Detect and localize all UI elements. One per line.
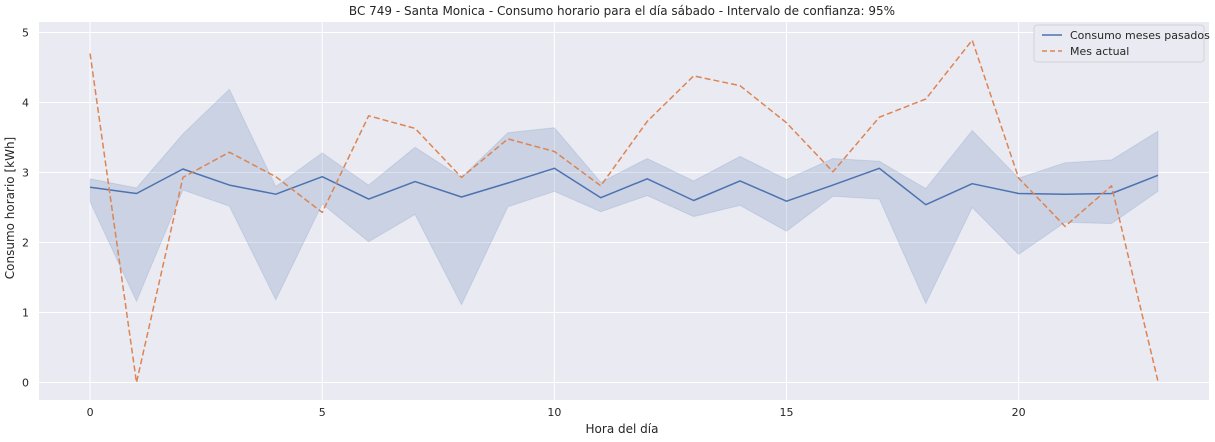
legend-label-mes-actual: Mes actual [1070, 45, 1129, 58]
x-tick-label-10: 10 [547, 406, 561, 419]
series-line-1 [89, 39, 1159, 384]
x-tick-label-5: 5 [319, 406, 326, 419]
legend: Consumo meses pasados Mes actual [1033, 24, 1210, 63]
series-lines [89, 39, 1159, 384]
y-tick-label-0: 0 [22, 377, 29, 390]
y-tick-label-4: 4 [22, 97, 29, 110]
x-tick-label-15: 15 [780, 406, 794, 419]
chart-title: BC 749 - Santa Monica - Consumo horario … [349, 4, 895, 18]
x-tick-labels: 0 5 10 15 20 [87, 406, 1026, 419]
plot-background [39, 22, 1209, 400]
x-tick-label-0: 0 [87, 406, 94, 419]
series-line-0 [89, 167, 1159, 206]
y-tick-label-3: 3 [22, 167, 29, 180]
y-tick-label-5: 5 [22, 27, 29, 40]
x-gridlines [89, 22, 1020, 400]
y-axis-title: Consumo horario [kWh] [3, 137, 17, 279]
y-tick-labels: 0 1 2 3 4 5 [22, 27, 29, 390]
y-gridlines [39, 32, 1209, 383]
y-tick-label-1: 1 [22, 307, 29, 320]
x-tick-label-20: 20 [1012, 406, 1026, 419]
legend-box [1033, 24, 1205, 63]
y-tick-label-2: 2 [22, 237, 29, 250]
x-axis-title: Hora del día [586, 422, 659, 436]
legend-label-consumo-meses-pasados: Consumo meses pasados [1070, 29, 1210, 42]
